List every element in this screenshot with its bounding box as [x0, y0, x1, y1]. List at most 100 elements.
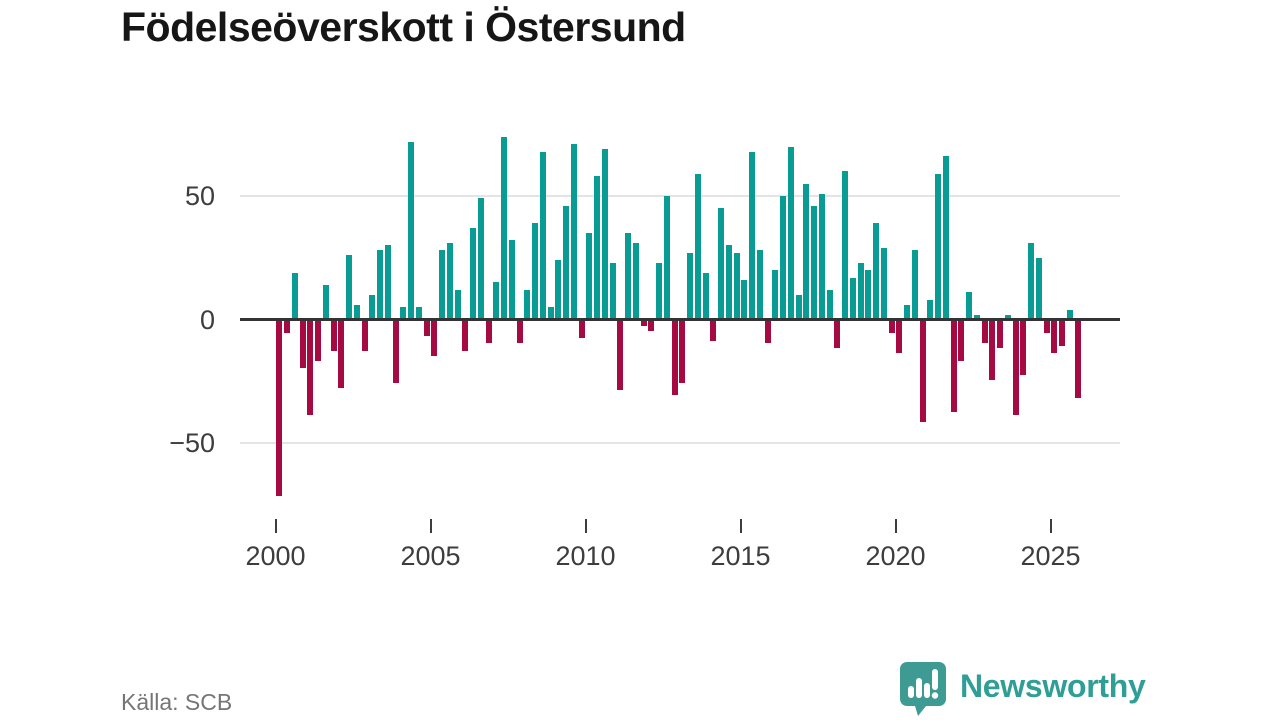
bar-2013Q1 — [679, 321, 686, 383]
logo-exclamation-stem — [932, 669, 938, 690]
newsworthy-wordmark: Newsworthy — [960, 668, 1146, 704]
bar-2000Q4 — [299, 321, 306, 368]
bar-2023Q1 — [989, 321, 996, 381]
source-caption: Källa: SCB — [121, 689, 233, 715]
newsworthy-bubble-icon — [900, 662, 946, 716]
y-tick-label: 50 — [184, 181, 215, 211]
bar-2004Q3 — [415, 307, 422, 320]
bar-2024Q3 — [1035, 257, 1042, 320]
bar-2014Q2 — [718, 208, 725, 320]
bar-2002Q2 — [346, 255, 353, 320]
bar-2001Q1 — [307, 321, 314, 415]
bar-2019Q3 — [880, 247, 887, 320]
x-tick — [274, 519, 277, 533]
logo-bar-1 — [908, 686, 914, 698]
bar-2015Q2 — [749, 151, 756, 320]
bar-2018Q3 — [849, 277, 856, 320]
bar-2007Q2 — [501, 136, 508, 320]
y-tick-label: 0 — [199, 304, 215, 335]
bar-2010Q1 — [586, 233, 593, 320]
bar-2015Q3 — [756, 250, 763, 320]
x-tick — [739, 519, 742, 533]
bar-2012Q4 — [671, 321, 678, 396]
bar-2025Q2 — [1059, 321, 1066, 346]
bar-2000Q1 — [276, 321, 283, 497]
chart-title: Födelseöverskott i Östersund — [121, 4, 686, 50]
x-tick — [429, 519, 432, 533]
bar-2008Q1 — [524, 289, 531, 320]
bar-2024Q1 — [1020, 321, 1027, 376]
bar-2010Q4 — [609, 262, 616, 320]
bar-2021Q1 — [927, 299, 934, 320]
bar-2011Q4 — [640, 321, 647, 326]
bar-2018Q4 — [857, 262, 864, 320]
bar-2016Q1 — [772, 270, 779, 320]
bar-2010Q3 — [601, 149, 608, 320]
x-tick — [1049, 519, 1052, 533]
bar-2009Q3 — [570, 144, 577, 320]
bar-2008Q3 — [539, 151, 546, 320]
bar-2006Q2 — [470, 228, 477, 320]
bar-2017Q2 — [811, 205, 818, 320]
bar-2005Q1 — [431, 321, 438, 356]
bar-2022Q4 — [981, 321, 988, 344]
bar-2003Q1 — [369, 294, 376, 320]
bar-2019Q4 — [888, 321, 895, 334]
bar-2017Q1 — [803, 183, 810, 320]
bar-2020Q1 — [896, 321, 903, 354]
logo-bar-2 — [916, 678, 922, 698]
bar-2024Q2 — [1028, 242, 1035, 320]
x-tick — [894, 519, 897, 533]
bar-2005Q4 — [454, 289, 461, 320]
bar-2008Q2 — [532, 223, 539, 320]
x-tick — [584, 519, 587, 533]
bar-2000Q3 — [291, 272, 298, 320]
bar-2017Q4 — [826, 289, 833, 320]
bar-2023Q3 — [1004, 314, 1011, 320]
bar-2021Q4 — [950, 321, 957, 413]
bar-2012Q3 — [663, 196, 670, 320]
x-tick-label: 2015 — [710, 541, 771, 571]
gridline--50 — [240, 442, 1120, 444]
bar-2002Q1 — [338, 321, 345, 388]
bar-2002Q4 — [361, 321, 368, 351]
bar-2012Q2 — [656, 262, 663, 320]
bar-2000Q2 — [284, 321, 291, 334]
bar-2007Q1 — [493, 282, 500, 320]
x-tick-label: 2010 — [555, 541, 616, 571]
bar-2003Q3 — [384, 245, 391, 320]
bar-2001Q4 — [330, 321, 337, 351]
bar-2016Q3 — [787, 146, 794, 320]
bar-2014Q4 — [733, 252, 740, 320]
bar-2020Q3 — [911, 250, 918, 320]
bar-2023Q4 — [1012, 321, 1019, 415]
bar-2011Q3 — [632, 242, 639, 320]
bar-2013Q3 — [694, 173, 701, 320]
bar-2016Q2 — [780, 196, 787, 320]
bar-2017Q3 — [818, 193, 825, 320]
bar-2006Q3 — [477, 198, 484, 320]
bar-2007Q4 — [516, 321, 523, 344]
gridline-50 — [240, 195, 1120, 197]
zero-axis-line — [240, 318, 1120, 321]
bar-2001Q3 — [322, 284, 329, 320]
bar-2022Q3 — [973, 314, 980, 320]
bar-2019Q1 — [865, 270, 872, 320]
x-tick-label: 2000 — [245, 541, 306, 571]
bar-2014Q3 — [725, 245, 732, 320]
bar-2009Q1 — [555, 260, 562, 320]
bar-2003Q4 — [392, 321, 399, 383]
bar-2013Q2 — [687, 252, 694, 320]
bar-2025Q4 — [1074, 321, 1081, 398]
bar-2001Q2 — [315, 321, 322, 361]
bar-2021Q2 — [935, 173, 942, 320]
bar-2018Q2 — [842, 171, 849, 320]
bar-2025Q3 — [1066, 309, 1073, 320]
bar-2007Q3 — [508, 240, 515, 320]
logo-exclamation-dot — [931, 692, 939, 699]
bar-2009Q4 — [578, 321, 585, 339]
bar-2006Q4 — [485, 321, 492, 344]
bar-2004Q2 — [408, 141, 415, 320]
bar-2020Q2 — [904, 304, 911, 320]
bar-2004Q4 — [423, 321, 430, 336]
